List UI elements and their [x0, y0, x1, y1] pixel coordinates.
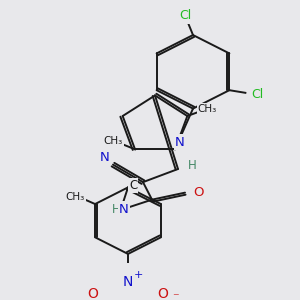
Text: CH₃: CH₃ — [65, 192, 85, 202]
Text: H: H — [188, 159, 196, 172]
Text: Cl: Cl — [179, 9, 191, 22]
Text: C: C — [129, 179, 137, 192]
Text: CH₃: CH₃ — [198, 104, 217, 114]
Text: Cl: Cl — [251, 88, 263, 101]
Text: N: N — [100, 151, 110, 164]
Text: H: H — [112, 203, 120, 216]
Text: CH₃: CH₃ — [103, 136, 123, 146]
Text: N: N — [123, 275, 133, 289]
Text: O: O — [88, 287, 98, 300]
Text: O: O — [193, 186, 203, 199]
Text: N: N — [175, 136, 185, 149]
Text: +: + — [133, 270, 143, 280]
Text: ⁻: ⁻ — [172, 291, 178, 300]
Text: N: N — [119, 203, 129, 216]
Text: O: O — [158, 287, 168, 300]
